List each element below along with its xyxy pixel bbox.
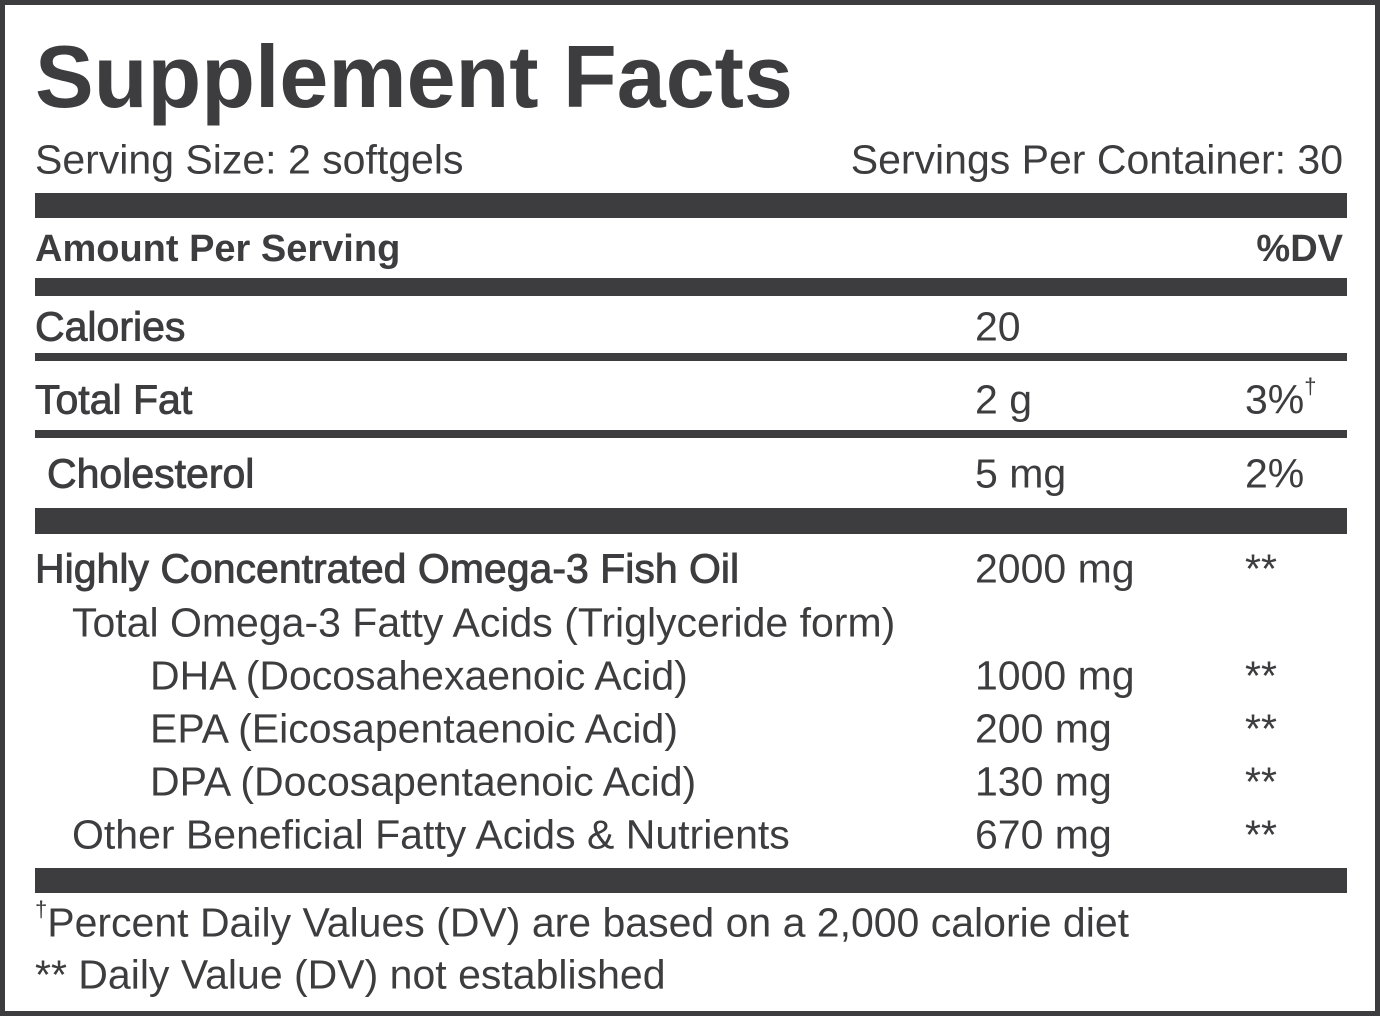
- serving-size: Serving Size: 2 softgels: [35, 136, 464, 183]
- row-dv: **: [1245, 652, 1277, 699]
- row-name: DHA (Docosahexaenoic Acid): [150, 652, 688, 699]
- row-name: Calories: [35, 303, 186, 350]
- divider: [35, 868, 1347, 893]
- title: Supplement Facts: [35, 27, 793, 126]
- footnote-text: Percent Daily Values (DV) are based on a…: [47, 899, 1130, 946]
- row-dv: 3%†: [1245, 375, 1317, 423]
- divider: [35, 430, 1347, 438]
- row-name: Other Beneficial Fatty Acids & Nutrients: [72, 811, 790, 858]
- row-name: DPA (Docosapentaenoic Acid): [150, 758, 697, 805]
- row-name: EPA (Eicosapentaenoic Acid): [150, 705, 678, 752]
- footnote: ** Daily Value (DV) not established: [35, 951, 666, 998]
- row-name: Total Fat: [35, 376, 193, 423]
- servings-per-container: Servings Per Container: 30: [850, 136, 1343, 183]
- row-amount: 2000 mg: [975, 545, 1135, 592]
- row-name: Cholesterol: [47, 450, 255, 497]
- row-amount: 2 g: [975, 376, 1032, 423]
- row-dv: **: [1245, 758, 1277, 805]
- amount-header: Amount Per Serving: [35, 228, 401, 270]
- row-dv: **: [1245, 811, 1277, 858]
- row-amount: 670 mg: [975, 811, 1112, 858]
- divider: [35, 508, 1347, 534]
- divider: [35, 193, 1347, 218]
- dv-note: †: [1304, 373, 1317, 399]
- row-amount: 1000 mg: [975, 652, 1135, 699]
- divider: [35, 278, 1347, 296]
- dv-header: %DV: [1256, 228, 1343, 270]
- row-amount: 20: [975, 303, 1021, 350]
- row-amount: 130 mg: [975, 758, 1112, 805]
- divider: [35, 353, 1347, 361]
- row-dv: 2%: [1245, 450, 1305, 497]
- footnote: †Percent Daily Values (DV) are based on …: [35, 898, 1130, 946]
- footnote-marker: †: [35, 896, 48, 922]
- row-name: Highly Concentrated Omega-3 Fish Oil: [35, 545, 740, 592]
- dv-value: 3%: [1245, 376, 1305, 423]
- row-dv: **: [1245, 545, 1277, 592]
- row-dv: **: [1245, 705, 1277, 752]
- row-amount: 200 mg: [975, 705, 1112, 752]
- row-name: Total Omega-3 Fatty Acids (Triglyceride …: [72, 599, 896, 646]
- row-amount: 5 mg: [975, 450, 1067, 497]
